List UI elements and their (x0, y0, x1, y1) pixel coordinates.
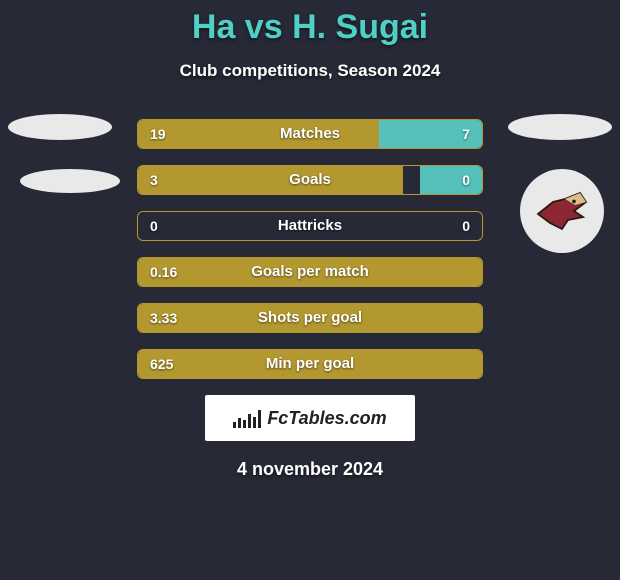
player1-avatar-placeholder-1 (8, 114, 112, 140)
stat-row: 625Min per goal (137, 349, 483, 379)
stat-row: 3.33Shots per goal (137, 303, 483, 333)
brand-text: FcTables.com (267, 408, 386, 429)
player2-avatar-placeholder (508, 114, 612, 140)
subtitle: Club competitions, Season 2024 (0, 61, 620, 81)
player1-avatar-placeholder-2 (20, 169, 120, 193)
date-text: 4 november 2024 (0, 459, 620, 480)
stats-area: 197Matches 30Goals 00Hattricks 0.16Goals pe… (0, 119, 620, 379)
stat-row: 0.16Goals per match (137, 257, 483, 287)
stat-row: 00Hattricks (137, 211, 483, 241)
page-title: Ha vs H. Sugai (0, 0, 620, 47)
stat-row: 197Matches (137, 119, 483, 149)
stat-label: Goals (138, 166, 482, 194)
brand-badge[interactable]: FcTables.com (205, 395, 415, 441)
stat-label: Goals per match (138, 258, 482, 286)
stat-label: Matches (138, 120, 482, 148)
brand-bars-icon (233, 408, 261, 428)
coyote-logo-icon (532, 181, 592, 241)
stat-label: Hattricks (138, 212, 482, 240)
stat-rows: 197Matches 30Goals 00Hattricks 0.16Goals pe… (137, 119, 483, 379)
player2-team-logo (520, 169, 604, 253)
stat-row: 30Goals (137, 165, 483, 195)
stat-label: Min per goal (138, 350, 482, 378)
stat-label: Shots per goal (138, 304, 482, 332)
